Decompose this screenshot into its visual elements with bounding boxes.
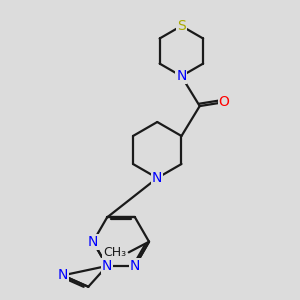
Text: N: N bbox=[58, 268, 68, 282]
Text: S: S bbox=[177, 19, 186, 33]
Text: N: N bbox=[176, 69, 187, 83]
Text: CH₃: CH₃ bbox=[103, 246, 126, 259]
Text: N: N bbox=[102, 259, 112, 273]
Text: O: O bbox=[218, 95, 229, 109]
Text: N: N bbox=[88, 235, 98, 249]
Text: N: N bbox=[130, 259, 140, 273]
Text: N: N bbox=[152, 171, 162, 185]
